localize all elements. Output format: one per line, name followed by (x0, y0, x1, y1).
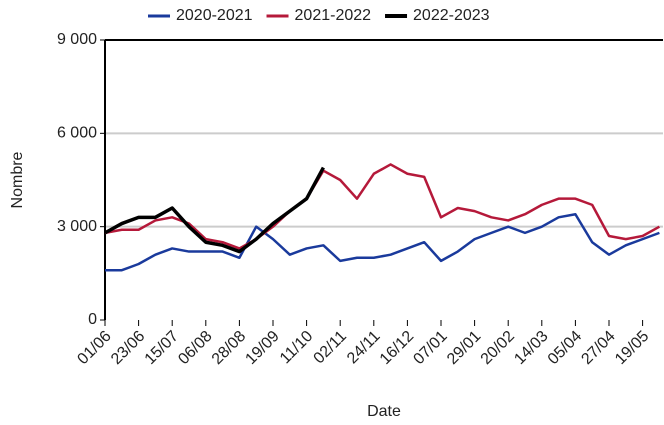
x-tick-label: 07/01 (410, 328, 450, 368)
legend-label: 2022-2023 (413, 7, 490, 24)
x-tick-label: 11/10 (277, 328, 317, 368)
x-tick-label: 24/11 (344, 328, 384, 368)
x-tick-label: 20/02 (478, 328, 518, 368)
y-tick-label: 9 000 (57, 31, 97, 48)
x-tick-label: 14/03 (511, 328, 551, 368)
legend-label: 2020-2021 (176, 7, 253, 24)
legend-label: 2021-2022 (295, 7, 372, 24)
y-tick-label: 3 000 (57, 218, 97, 235)
y-axis-label: Nombre (9, 151, 26, 208)
x-tick-label: 16/12 (377, 328, 417, 368)
x-tick-label: 19/05 (612, 328, 652, 368)
x-tick-label: 19/09 (242, 328, 282, 368)
x-tick-label: 15/07 (142, 328, 182, 368)
x-tick-label: 23/06 (108, 328, 148, 368)
y-tick-label: 6 000 (57, 125, 97, 142)
x-axis-label: Date (367, 403, 401, 420)
x-tick-label: 05/04 (545, 328, 585, 368)
series-line (105, 212, 660, 272)
series-line (104, 166, 325, 254)
x-tick-label: 27/04 (578, 328, 618, 368)
x-tick-label: 29/01 (444, 328, 484, 368)
x-tick-label: 02/11 (311, 328, 351, 368)
y-tick-label: 0 (88, 311, 97, 328)
series-line (104, 163, 661, 250)
x-tick-label: 28/08 (209, 328, 249, 368)
x-tick-label: 01/06 (74, 328, 114, 368)
x-tick-label: 06/08 (175, 328, 215, 368)
